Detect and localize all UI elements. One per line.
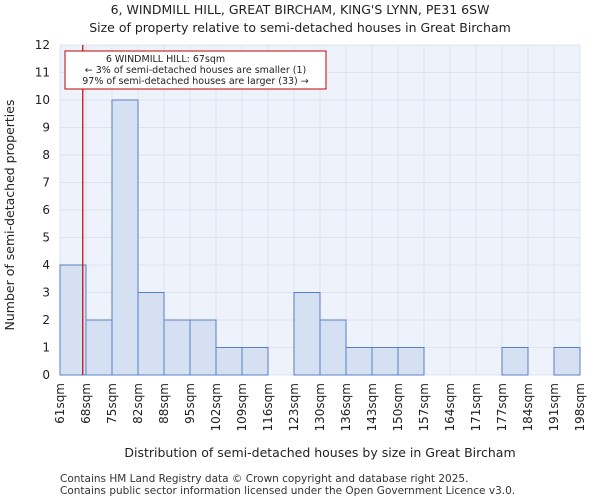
x-tick-label: 123sqm — [287, 383, 301, 431]
x-tick-label: 130sqm — [313, 383, 327, 431]
x-tick-label: 150sqm — [391, 383, 405, 431]
y-tick-label: 12 — [35, 38, 50, 52]
histogram-bar — [397, 347, 425, 376]
annotation-line: ← 3% of semi-detached houses are smaller… — [85, 65, 306, 76]
histogram-bar — [137, 292, 165, 376]
x-tick-label: 164sqm — [443, 383, 457, 431]
x-tick-label: 102sqm — [209, 383, 223, 431]
y-tick-label: 5 — [42, 231, 50, 245]
x-tick-label: 68sqm — [79, 383, 93, 424]
histogram-bar — [111, 99, 139, 376]
x-tick-label: 136sqm — [339, 383, 353, 431]
annotation-line: 6 WINDMILL HILL: 67sqm — [106, 54, 225, 65]
y-tick-label: 7 — [42, 176, 50, 190]
x-tick-label: 177sqm — [495, 383, 509, 431]
x-tick-label: 171sqm — [469, 383, 483, 431]
histogram-bar — [319, 319, 347, 376]
x-tick-label: 184sqm — [521, 383, 535, 431]
y-tick-label: 0 — [42, 368, 50, 382]
footer-licence: Contains public sector information licen… — [60, 485, 516, 497]
y-tick-label: 9 — [42, 121, 50, 135]
x-axis-label: Distribution of semi-detached houses by … — [124, 445, 515, 460]
y-tick-label: 1 — [42, 341, 50, 355]
y-tick-label: 6 — [42, 203, 50, 217]
histogram-bar — [371, 347, 399, 376]
x-tick-label: 116sqm — [261, 383, 275, 431]
y-tick-label: 4 — [42, 258, 50, 272]
annotation-box — [64, 50, 327, 90]
histogram-bar — [501, 347, 529, 376]
x-tick-label: 198sqm — [573, 383, 587, 431]
histogram-bar — [189, 319, 217, 376]
x-tick-label: 191sqm — [547, 383, 561, 431]
x-tick-label: 61sqm — [53, 383, 67, 424]
histogram-bar — [215, 347, 243, 376]
histogram-bar — [85, 319, 113, 376]
footer-copyright: Contains HM Land Registry data © Crown c… — [60, 473, 469, 485]
histogram-bar — [163, 319, 191, 376]
y-tick-label: 2 — [42, 313, 50, 327]
y-tick-label: 11 — [35, 66, 50, 80]
x-tick-label: 82sqm — [131, 383, 145, 424]
annotation-line: 97% of semi-detached houses are larger (… — [82, 76, 309, 87]
chart-subtitle: Size of property relative to semi-detach… — [89, 20, 511, 35]
y-axis-label: Number of semi-detached properties — [2, 100, 17, 331]
x-tick-label: 109sqm — [235, 383, 249, 431]
x-tick-label: 75sqm — [105, 383, 119, 424]
histogram-bar — [59, 264, 87, 376]
histogram-bar — [241, 347, 269, 376]
x-tick-label: 88sqm — [157, 383, 171, 424]
y-tick-label: 10 — [35, 93, 50, 107]
histogram-bar — [553, 347, 581, 376]
x-tick-label: 95sqm — [183, 383, 197, 424]
chart-title: 6, WINDMILL HILL, GREAT BIRCHAM, KING'S … — [110, 2, 490, 17]
y-tick-label: 3 — [42, 286, 50, 300]
histogram-bar — [293, 292, 321, 376]
y-tick-label: 8 — [42, 148, 50, 162]
histogram-bar — [345, 347, 373, 376]
x-tick-label: 157sqm — [417, 383, 431, 431]
x-tick-label: 143sqm — [365, 383, 379, 431]
